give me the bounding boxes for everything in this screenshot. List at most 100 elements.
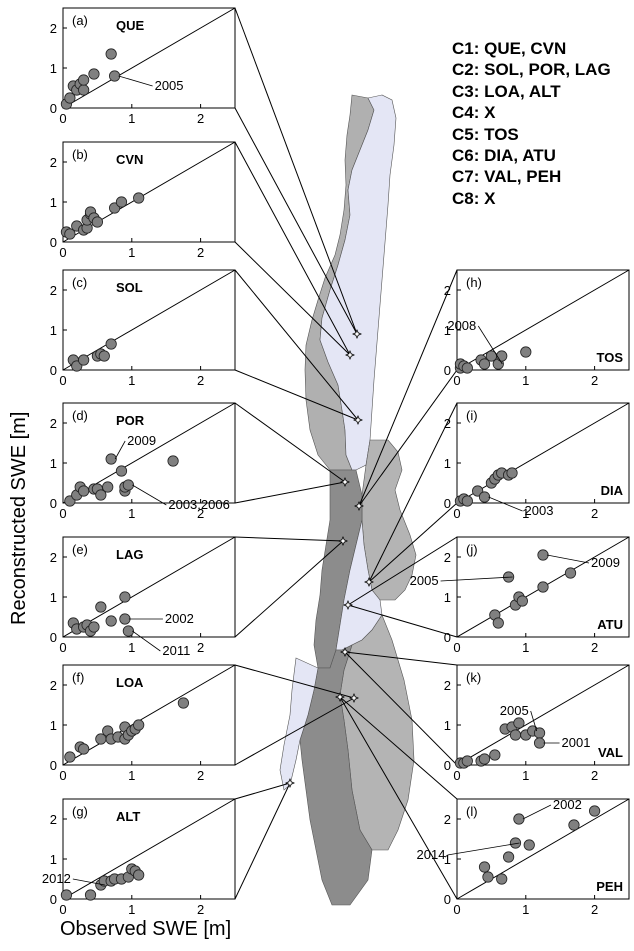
annotation-leader [530, 710, 538, 732]
x-tick-label: 1 [128, 506, 135, 521]
data-point [98, 350, 110, 362]
scatter-panel: 00 1 1 2 2 (j) ATU 2005 2009 [410, 536, 630, 655]
legend-entry: C5: TOS [452, 124, 519, 144]
annotation-leader [114, 440, 126, 460]
panel-tag: (b) [72, 147, 88, 162]
y-tick-label: 0 [50, 363, 57, 378]
data-point [64, 751, 76, 763]
scatter-panel: 00 1 1 2 2 (l) PEH 2014 2002 [417, 797, 630, 917]
scatter-panel: 00 1 1 2 2 (g) ALT 2012 [42, 798, 236, 917]
data-point [119, 613, 131, 625]
panel-title: VAL [598, 745, 623, 760]
connector-line [344, 651, 458, 766]
x-tick-label: 0 [59, 768, 66, 783]
data-point [492, 617, 504, 629]
station-marker-icon [351, 328, 363, 340]
annotation-label: 2002 [553, 797, 582, 812]
data-point [95, 489, 107, 501]
annotation-leader [132, 630, 161, 652]
x-tick-label: 2 [591, 902, 598, 917]
annotation-label: 2009 [591, 555, 620, 570]
data-point [523, 839, 535, 851]
data-point [91, 216, 104, 228]
connector-line [234, 540, 344, 638]
connector-line [368, 402, 458, 583]
panel-title: LAG [116, 547, 143, 562]
data-point [84, 889, 97, 901]
x-tick-label: 1 [128, 245, 135, 260]
annotation-label: 2005 [155, 78, 184, 93]
y-tick-label: 2 [444, 678, 451, 693]
panel-title: CVN [116, 152, 143, 167]
basin-map [279, 94, 417, 906]
data-point [133, 869, 145, 881]
panel-title: ALT [116, 809, 140, 824]
y-tick-label: 0 [50, 496, 57, 511]
x-tick-label: 1 [522, 768, 529, 783]
station-marker-icon [344, 349, 356, 361]
x-tick-label: 2 [197, 768, 204, 783]
data-point [133, 192, 145, 204]
x-tick-label: 0 [453, 373, 460, 388]
basin-region-lower-left [299, 644, 373, 906]
annotation-leader [118, 75, 153, 87]
station-marker-icon [352, 414, 364, 426]
y-tick-label: 2 [50, 155, 57, 170]
connector-line [234, 402, 346, 483]
scatter-panel: 00 1 1 2 2 (f) LOA [50, 664, 236, 783]
connector-line [234, 664, 355, 699]
panel-tag: (g) [72, 804, 88, 819]
x-tick-label: 1 [128, 768, 135, 783]
y-tick-label: 1 [50, 61, 57, 76]
panel-tag: (j) [466, 542, 478, 557]
data-point [78, 743, 90, 755]
legend-entry: C8: X [452, 188, 496, 208]
data-point [133, 719, 145, 731]
panel-tag: (c) [72, 275, 87, 290]
y-tick-label: 0 [444, 496, 451, 511]
annotation-label: 2011 [162, 643, 190, 658]
annotation-leader [477, 325, 503, 365]
panel-title: LOA [116, 675, 144, 690]
scatter-panel: 00 1 1 2 2 (c) SOL [50, 269, 236, 388]
connector-line [339, 696, 458, 800]
one-to-one-line [456, 402, 630, 504]
annotation-label: 2009 [127, 433, 156, 448]
data-point [482, 871, 494, 883]
connector-line [358, 269, 458, 507]
panel-tag: (i) [466, 408, 478, 423]
y-tick-label: 2 [444, 550, 451, 565]
station-marker-icon [342, 599, 354, 611]
x-tick-label: 2 [591, 373, 598, 388]
y-axis-label: Reconstructed SWE [m] [8, 411, 30, 625]
annotation-label: 2002 [165, 611, 194, 626]
station-marker-icon [284, 777, 296, 789]
x-tick-label: 0 [59, 245, 66, 260]
y-tick-label: 2 [50, 550, 57, 565]
annotation-leader [488, 496, 523, 512]
y-tick-label: 2 [50, 283, 57, 298]
y-tick-label: 0 [444, 363, 451, 378]
x-tick-label: 2 [197, 640, 204, 655]
data-point [564, 567, 577, 579]
connector-line [234, 369, 359, 421]
y-tick-label: 0 [50, 892, 57, 907]
data-point [502, 851, 515, 863]
x-tick-label: 1 [128, 640, 135, 655]
y-tick-label: 1 [444, 590, 451, 605]
data-point [78, 354, 90, 366]
connector-line [347, 536, 458, 606]
x-tick-label: 0 [453, 640, 460, 655]
annotation-label: 2005 [410, 573, 439, 588]
annotation-label: 2005 [500, 703, 529, 718]
connector-line [358, 369, 458, 507]
x-tick-label: 2 [197, 902, 204, 917]
connector-line [234, 241, 351, 356]
data-point [509, 837, 522, 849]
data-point [102, 481, 114, 493]
y-tick-label: 1 [444, 323, 451, 338]
data-point [109, 70, 121, 82]
x-tick-label: 2 [591, 768, 598, 783]
one-to-one-line [62, 664, 236, 766]
panel-title: PEH [596, 879, 623, 894]
